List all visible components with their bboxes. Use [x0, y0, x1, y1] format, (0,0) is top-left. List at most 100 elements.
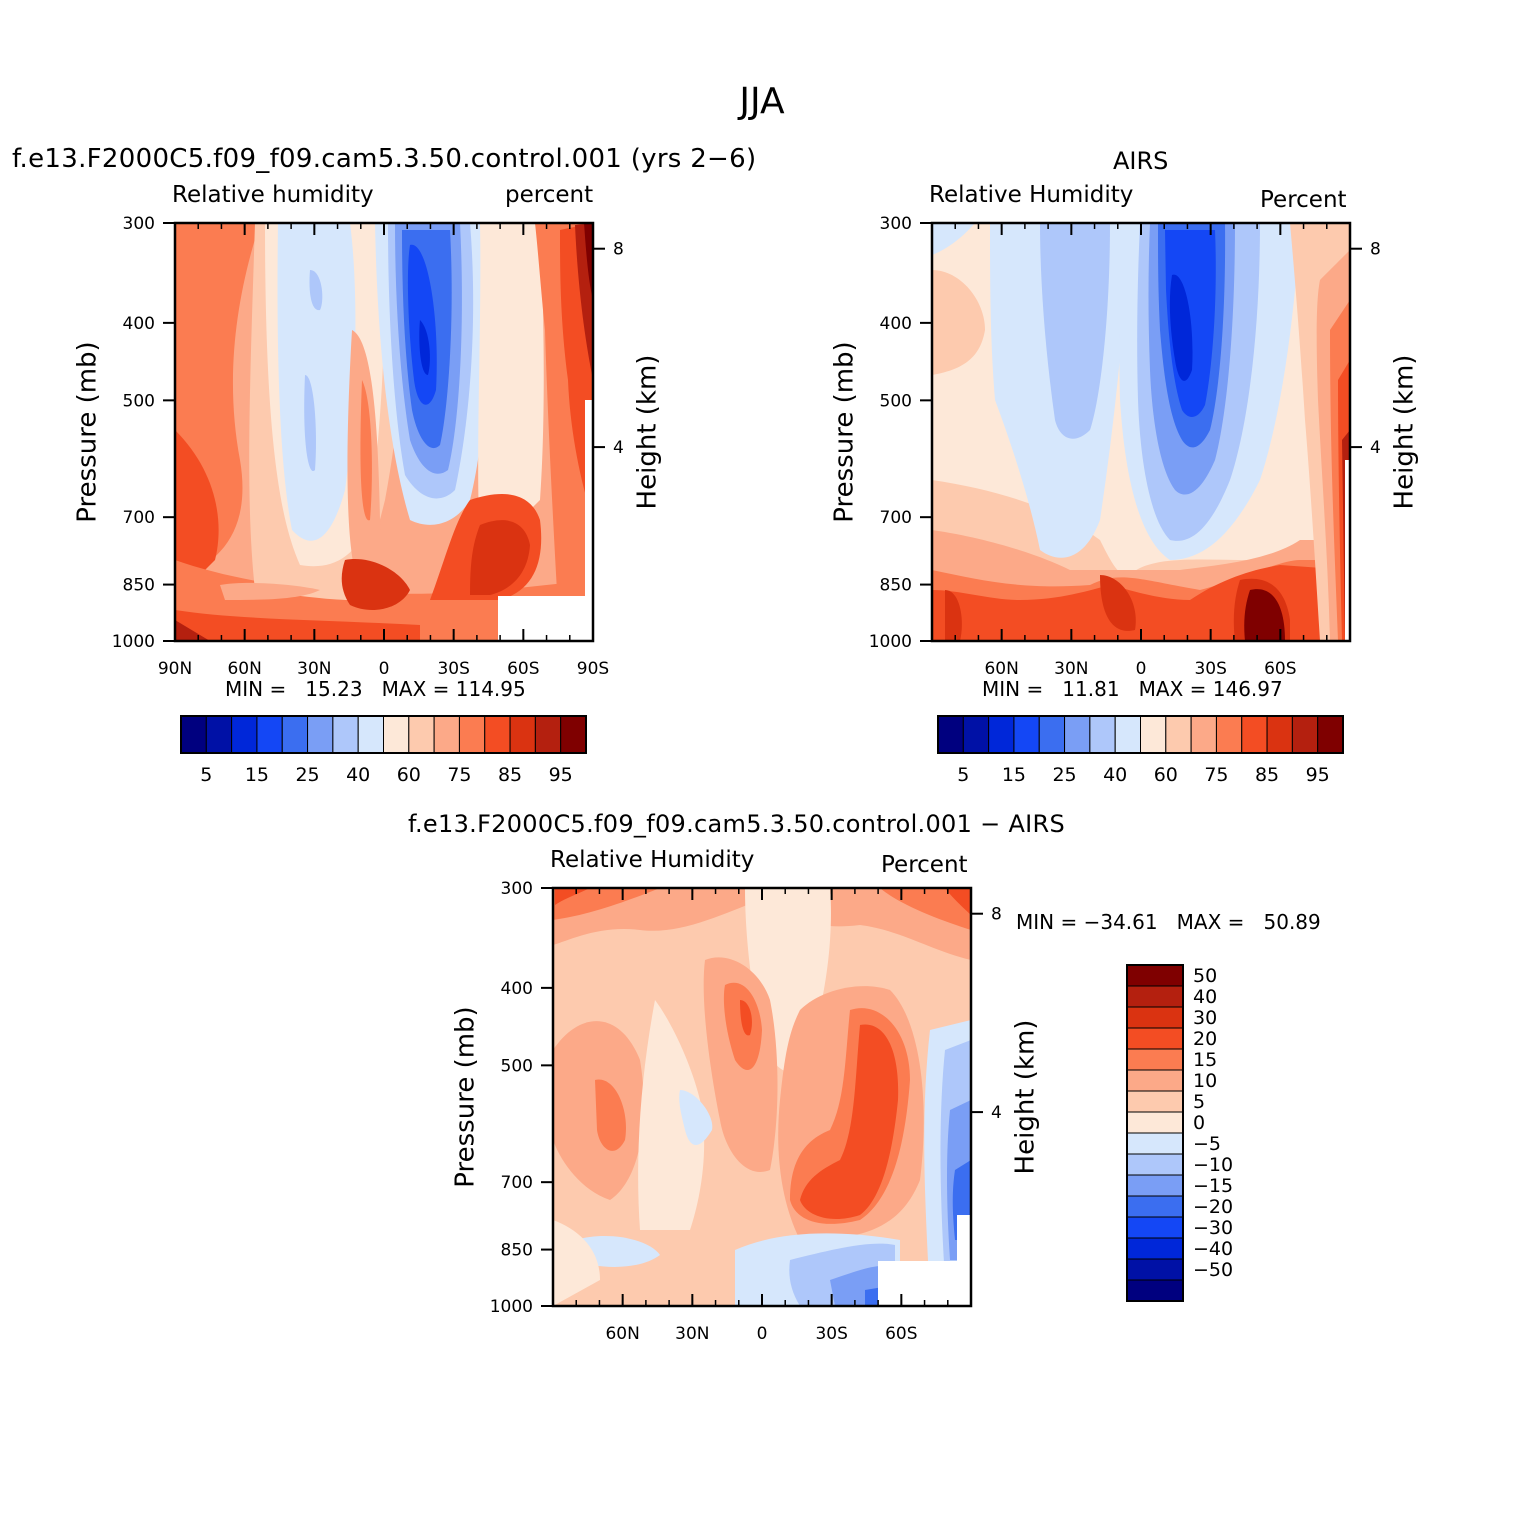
colorbar-swatch [180, 715, 207, 754]
colorbar-label: 30 [1193, 1007, 1217, 1029]
obs-y-tick-label: 500 [880, 391, 912, 411]
obs-right-label: Percent [1260, 187, 1347, 213]
diff-y-tick-label: 1000 [490, 1297, 533, 1317]
colorbar-label: 15 [1002, 764, 1026, 786]
colorbar-swatch [1266, 715, 1293, 754]
model-x-tick-label: 0 [379, 659, 390, 679]
model-y-tick-label: 850 [123, 576, 155, 596]
colorbar-swatch [1126, 1132, 1184, 1155]
colorbar-swatch [1126, 1006, 1184, 1029]
colorbar-label: −5 [1193, 1133, 1221, 1155]
colorbar-swatch [458, 715, 486, 754]
colorbar-swatch [1126, 1153, 1184, 1176]
model-y2-axis-label: Height (km) [633, 355, 663, 510]
colorbar-swatch [433, 715, 460, 754]
colorbar-label: −15 [1193, 1175, 1233, 1197]
colorbar-label: 85 [1255, 764, 1279, 786]
model-left-label: Relative humidity [172, 182, 374, 208]
colorbar-label: 15 [245, 764, 269, 786]
diff-y-tick-label: 700 [501, 1173, 533, 1193]
colorbar-label: −50 [1193, 1259, 1233, 1281]
model-y2-tick-label: 4 [613, 438, 624, 458]
colorbar-swatch [962, 715, 990, 754]
colorbar-frame [180, 715, 587, 754]
colorbar-swatch [1126, 964, 1184, 987]
diff-y-tick-label: 500 [501, 1056, 533, 1076]
axes-layer: 90N 60N 30N 0 30S 60S 90S300400500700850100084… [73, 214, 1420, 1344]
model-y-tick-label: 500 [123, 391, 155, 411]
diff-panel-title: f.e13.F2000C5.f09_f09.cam5.3.50.control.… [408, 810, 1066, 838]
colorbar-swatch [1126, 1279, 1184, 1302]
diff-stats: MIN = −34.61 MAX = 50.89 [1016, 910, 1321, 934]
colorbar-label: −30 [1193, 1217, 1233, 1239]
colorbar-label: 0 [1193, 1112, 1205, 1134]
colorbar-label: 25 [1052, 764, 1076, 786]
diff-y-tick-label: 400 [501, 979, 533, 999]
colorbar-label: 15 [1193, 1049, 1217, 1071]
obs-x-tick-label: 60N [984, 659, 1018, 679]
diff-right-label: Percent [881, 852, 968, 878]
colorbar-label: −10 [1193, 1154, 1233, 1176]
model-panel-title: f.e13.F2000C5.f09_f09.cam5.3.50.control.… [12, 144, 757, 174]
colorbar-swatch [988, 715, 1015, 754]
colorbar-swatch [1126, 1258, 1184, 1281]
colorbar-swatch [1126, 985, 1184, 1008]
colorbar-swatch [1126, 1174, 1184, 1197]
colorbar-swatch [937, 715, 964, 754]
colorbar-label: 10 [1193, 1070, 1217, 1092]
colorbar-frame [1126, 964, 1184, 1302]
diff-y2-tick-label: 8 [991, 905, 1002, 925]
colorbar-swatch [1089, 715, 1116, 754]
colorbar-label: 50 [1193, 965, 1217, 987]
obs-colorbar: 5 15 25 40 60 75 85 95 [937, 715, 1344, 786]
model-x-tick-label: 60N [227, 659, 261, 679]
colorbar-swatch [1038, 715, 1066, 754]
diff-x-tick-label: 60N [605, 1324, 639, 1344]
model-x-tick-label: 30S [437, 659, 469, 679]
colorbar-label: 60 [397, 764, 421, 786]
obs-y-axis-label: Pressure (mb) [830, 341, 860, 522]
model-x-tick-label: 90N [158, 659, 192, 679]
colorbar-swatch [281, 715, 309, 754]
figure-title: JJA [739, 81, 785, 122]
colorbar-swatch [1013, 715, 1040, 754]
colorbar-swatch [1215, 715, 1243, 754]
diff-y2-tick-label: 4 [991, 1103, 1002, 1123]
obs-contour-field [932, 223, 1350, 641]
diff-axes: 60N 30N 0 30S 60S 300 400 500 700 850 1000 8 4 Pressu… [451, 879, 1041, 1344]
colorbar-swatch [1126, 1048, 1184, 1071]
colorbar-swatch [256, 715, 283, 754]
model-y-tick-label: 700 [123, 508, 155, 528]
obs-left-label: Relative Humidity [929, 182, 1134, 208]
colorbar-label: 40 [1103, 764, 1127, 786]
colorbar-label: 75 [1204, 764, 1228, 786]
model-axes: 90N 60N 30N 0 30S 60S 90S 300 400 500 700 850 1000 8 4… [73, 214, 663, 679]
model-right-label: percent [505, 182, 594, 208]
diff-y-axis-label: Pressure (mb) [451, 1006, 481, 1187]
colorbar-swatch [534, 715, 562, 754]
obs-y2-tick-label: 4 [1370, 438, 1381, 458]
colorbar-swatch [408, 715, 435, 754]
colorbar-label: 75 [447, 764, 471, 786]
colorbar-swatch [1126, 1111, 1184, 1134]
obs-y2-axis-label: Height (km) [1390, 355, 1420, 510]
colorbar-swatch [1291, 715, 1319, 754]
model-stats: MIN = 15.23 MAX = 114.95 [225, 677, 526, 701]
diff-y-tick-label: 850 [501, 1241, 533, 1261]
colorbar-label: 20 [1193, 1028, 1217, 1050]
colorbar-swatch [1064, 715, 1091, 754]
obs-axes: 60N 30N 0 30S 60S 300 400 500 700 850 1000 8 4 Pressu… [830, 214, 1420, 679]
colorbar-label: 5 [957, 764, 969, 786]
diff-contour-field [553, 888, 971, 1306]
colorbar-swatch [1140, 715, 1167, 754]
colorbar-swatch [357, 715, 384, 754]
obs-y-tick-label: 700 [880, 508, 912, 528]
model-x-tick-label: 60S [507, 659, 539, 679]
obs-x-tick-label: 30S [1194, 659, 1226, 679]
obs-y2-tick-label: 8 [1370, 240, 1381, 260]
obs-x-tick-label: 30N [1054, 659, 1088, 679]
colorbar-swatch [1317, 715, 1344, 754]
model-y2-tick-label: 8 [613, 240, 624, 260]
